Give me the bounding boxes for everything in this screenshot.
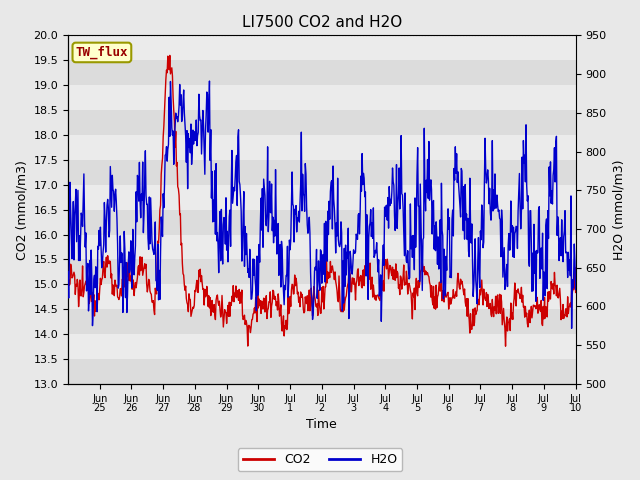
Bar — [68, 210, 575, 235]
Bar — [68, 85, 575, 110]
X-axis label: Time: Time — [307, 419, 337, 432]
Bar — [68, 36, 575, 60]
Y-axis label: H2O (mmol/m3): H2O (mmol/m3) — [612, 159, 625, 260]
Y-axis label: CO2 (mmol/m3): CO2 (mmol/m3) — [15, 160, 28, 260]
Legend: CO2, H2O: CO2, H2O — [237, 448, 403, 471]
Bar — [68, 235, 575, 259]
Bar — [68, 60, 575, 85]
Bar — [68, 334, 575, 359]
Bar — [68, 309, 575, 334]
Bar — [68, 135, 575, 160]
Bar — [68, 259, 575, 284]
Bar — [68, 160, 575, 185]
Bar — [68, 110, 575, 135]
Text: TW_flux: TW_flux — [76, 46, 128, 59]
Bar — [68, 359, 575, 384]
Title: LI7500 CO2 and H2O: LI7500 CO2 and H2O — [242, 15, 402, 30]
Bar — [68, 185, 575, 210]
Bar — [68, 284, 575, 309]
